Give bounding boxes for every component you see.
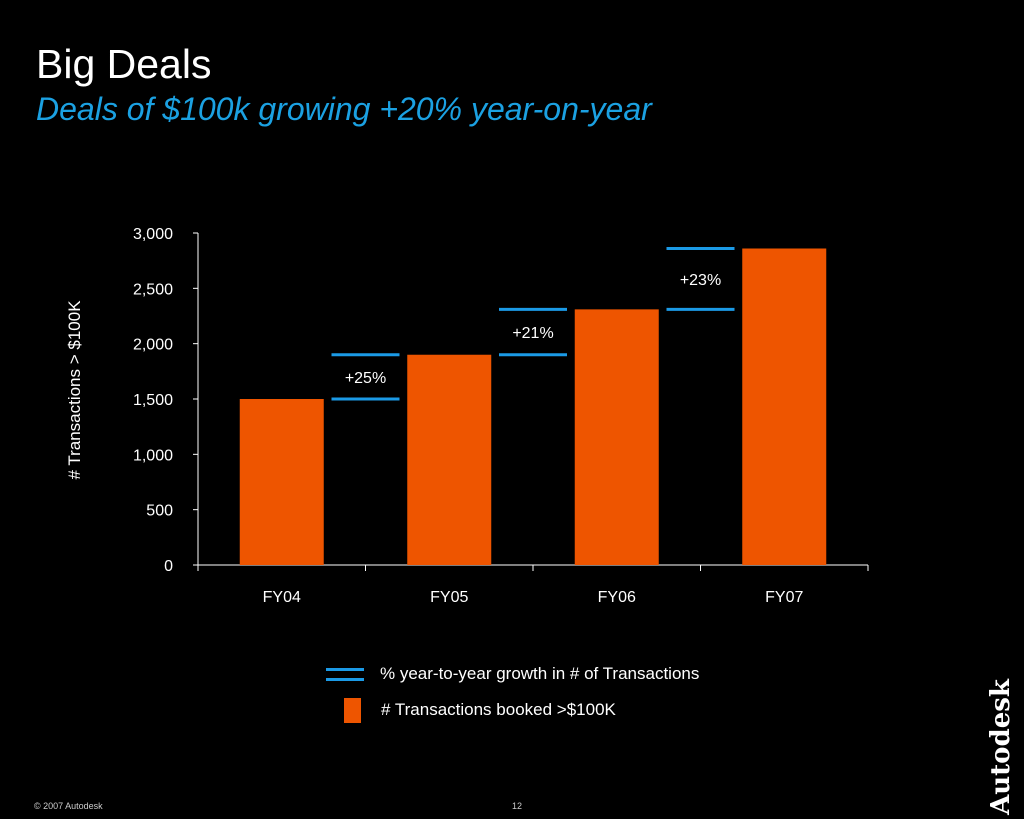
bar-swatch-icon	[344, 697, 361, 723]
y-tick-label: 3,000	[133, 226, 173, 243]
x-tick-label: FY05	[430, 589, 468, 606]
slide-title: Big Deals	[36, 41, 212, 87]
bar	[407, 354, 492, 565]
legend-label-transactions: # Transactions booked >$100K	[381, 700, 616, 719]
growth-label: +23%	[680, 272, 721, 289]
autodesk-logo: Autodesk	[986, 679, 1016, 815]
logo-text: Autodesk	[986, 679, 1016, 815]
bar-chart: 0 500 1,000 1,500 2,000 2,500 3,000 # Transacti…	[65, 226, 869, 606]
legend-item-transactions: # Transactions booked >$100K	[326, 697, 616, 723]
slide-subtitle: Deals of $100k growing +20% year-on-year	[36, 91, 652, 127]
bar	[239, 399, 324, 565]
y-tick-label: 0	[164, 558, 173, 575]
bar	[742, 248, 827, 565]
y-tick-label: 2,500	[133, 281, 173, 298]
page-number: 12	[512, 801, 523, 811]
bar	[574, 309, 659, 565]
x-tick-label: FY07	[765, 589, 803, 606]
y-axis-label: # Transactions > $100K	[65, 300, 84, 480]
x-tick-label: FY04	[263, 589, 301, 606]
y-tick-label: 500	[146, 503, 173, 520]
y-tick-label: 1,000	[133, 447, 173, 464]
legend-label-growth: % year-to-year growth in # of Transactio…	[380, 664, 700, 683]
growth-label: +21%	[512, 325, 553, 342]
legend-item-growth: % year-to-year growth in # of Transactio…	[326, 661, 699, 687]
y-tick-label: 2,000	[133, 337, 173, 354]
growth-line-swatch-icon	[326, 668, 364, 681]
y-tick-label: 1,500	[133, 392, 173, 409]
x-tick-label: FY06	[598, 589, 636, 606]
footer-copyright: © 2007 Autodesk	[34, 801, 103, 811]
growth-label: +25%	[345, 370, 386, 387]
